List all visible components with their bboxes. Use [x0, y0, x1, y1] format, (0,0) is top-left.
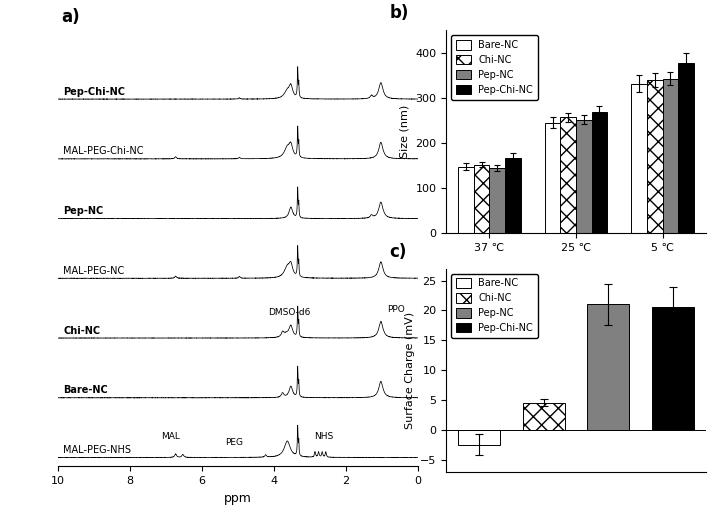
- Text: Pep-Chi-NC: Pep-Chi-NC: [63, 87, 125, 97]
- Bar: [647, 80, 662, 233]
- Text: MAL-PEG-NC: MAL-PEG-NC: [63, 266, 125, 276]
- Bar: [474, 165, 490, 233]
- Text: b): b): [390, 4, 409, 22]
- Legend: Bare-NC, Chi-NC, Pep-NC, Pep-Chi-NC: Bare-NC, Chi-NC, Pep-NC, Pep-Chi-NC: [451, 274, 538, 338]
- Text: a): a): [61, 8, 80, 26]
- Bar: [505, 158, 521, 233]
- Bar: [490, 168, 505, 233]
- Text: Pep-NC: Pep-NC: [63, 206, 103, 216]
- Text: PEG: PEG: [225, 438, 243, 447]
- Bar: [652, 307, 694, 430]
- Text: NHS: NHS: [315, 432, 333, 441]
- Text: DMSO-d6: DMSO-d6: [269, 308, 311, 317]
- Y-axis label: Size (nm): Size (nm): [400, 105, 410, 159]
- Text: MAL-PEG-NHS: MAL-PEG-NHS: [63, 445, 131, 455]
- Bar: [631, 84, 647, 233]
- Bar: [592, 112, 607, 233]
- Bar: [678, 63, 694, 233]
- X-axis label: ppm: ppm: [224, 492, 251, 504]
- Y-axis label: Surface Charge (mV): Surface Charge (mV): [405, 311, 415, 429]
- Bar: [523, 403, 564, 430]
- Text: c): c): [390, 242, 407, 261]
- Text: PPO: PPO: [387, 305, 405, 314]
- Bar: [588, 305, 629, 430]
- Text: Bare-NC: Bare-NC: [63, 385, 108, 395]
- Bar: [458, 166, 474, 233]
- Bar: [576, 120, 592, 233]
- Bar: [662, 79, 678, 233]
- Legend: Bare-NC, Chi-NC, Pep-NC, Pep-Chi-NC: Bare-NC, Chi-NC, Pep-NC, Pep-Chi-NC: [451, 35, 538, 99]
- Bar: [458, 430, 500, 445]
- Text: Chi-NC: Chi-NC: [63, 325, 100, 336]
- Bar: [560, 118, 576, 233]
- Text: MAL: MAL: [161, 432, 181, 441]
- Bar: [545, 123, 560, 233]
- Text: MAL-PEG-Chi-NC: MAL-PEG-Chi-NC: [63, 147, 143, 157]
